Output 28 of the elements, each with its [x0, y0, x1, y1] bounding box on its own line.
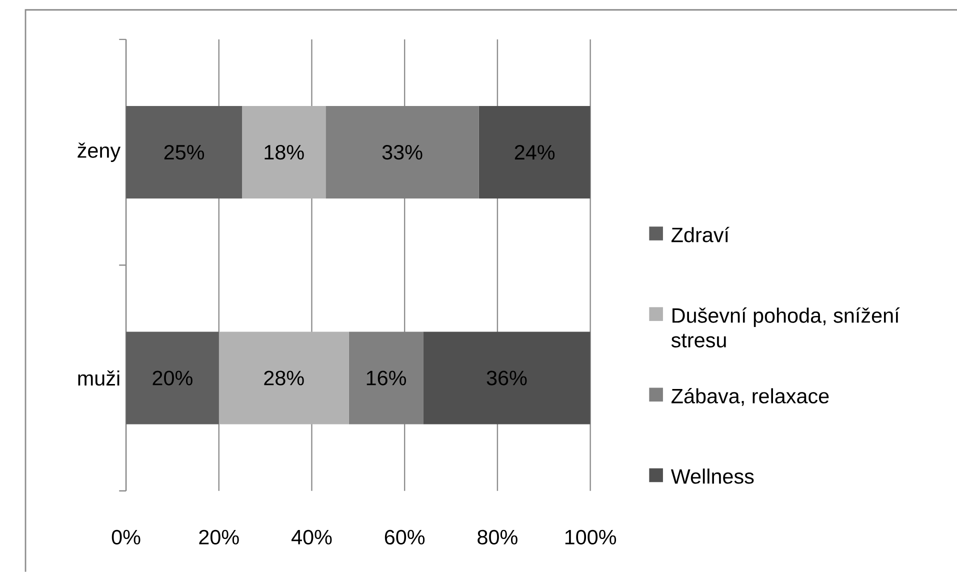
- y-tick-label: ženy: [78, 142, 121, 162]
- data-label: 16%: [366, 370, 406, 386]
- bar: [126, 106, 242, 199]
- legend-label: Zdraví: [672, 226, 730, 242]
- data-label: 33%: [382, 145, 422, 160]
- x-tick-label: 60%: [384, 530, 425, 545]
- data-label: 25%: [164, 145, 204, 160]
- bar: [242, 106, 326, 199]
- legend-label: Wellness: [670, 468, 754, 484]
- data-label: 28%: [264, 370, 304, 386]
- legend-label: Duševní pohoda, snížení stresu: [671, 308, 900, 348]
- legend-label: Zábava, relaxace: [672, 388, 829, 406]
- bar: [348, 332, 424, 424]
- x-tick-label: 0%: [112, 530, 140, 545]
- x-tick-label: 40%: [292, 530, 332, 545]
- data-label: 18%: [264, 145, 304, 160]
- bar: [478, 106, 590, 199]
- bar: [218, 332, 349, 424]
- data-label: 36%: [486, 370, 527, 386]
- bar: [423, 332, 590, 424]
- data-label: 20%: [152, 370, 192, 386]
- x-tick-label: 20%: [199, 530, 239, 545]
- x-tick-label: 100%: [565, 530, 616, 545]
- bar: [326, 106, 479, 199]
- x-tick-label: 80%: [478, 530, 518, 545]
- y-tick-label: muži: [78, 370, 120, 386]
- bar: [126, 332, 219, 424]
- data-label: 24%: [514, 145, 555, 160]
